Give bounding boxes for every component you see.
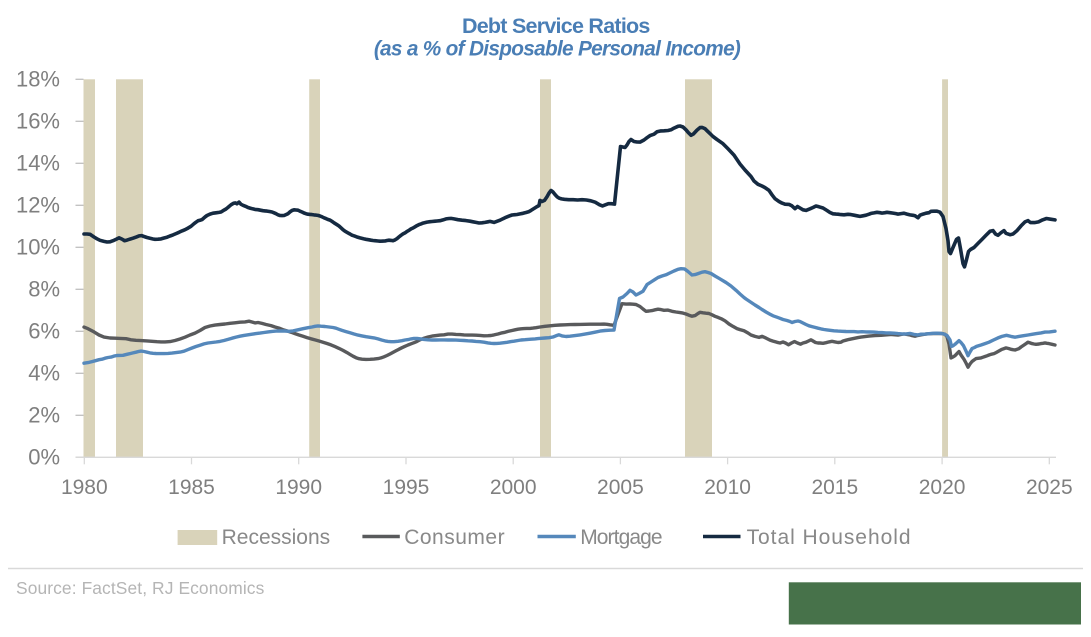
svg-text:6%: 6% (28, 318, 60, 343)
svg-text:Debt Service Ratios: Debt Service Ratios (462, 14, 650, 38)
svg-text:12%: 12% (16, 192, 60, 217)
svg-text:1980: 1980 (61, 476, 108, 499)
svg-text:2000: 2000 (490, 476, 537, 499)
svg-text:2020: 2020 (919, 476, 966, 499)
svg-text:2015: 2015 (811, 476, 858, 499)
svg-text:14%: 14% (16, 150, 60, 175)
svg-text:2025: 2025 (1026, 476, 1073, 499)
svg-text:2010: 2010 (704, 476, 751, 499)
svg-text:Recessions: Recessions (222, 526, 331, 549)
svg-text:2005: 2005 (597, 476, 644, 499)
svg-text:1990: 1990 (275, 476, 322, 499)
svg-text:0%: 0% (28, 444, 60, 469)
svg-text:Source: FactSet, RJ Economics: Source: FactSet, RJ Economics (16, 578, 265, 598)
svg-text:1985: 1985 (168, 476, 215, 499)
svg-text:8%: 8% (28, 276, 60, 301)
svg-text:Consumer: Consumer (404, 526, 505, 549)
svg-text:16%: 16% (16, 108, 60, 133)
svg-text:Mortgage: Mortgage (580, 526, 662, 549)
svg-text:2%: 2% (28, 402, 60, 427)
svg-text:1995: 1995 (383, 476, 430, 499)
svg-text:Total Household: Total Household (747, 526, 912, 549)
svg-text:10%: 10% (16, 234, 60, 259)
svg-text:(as a % of Disposable Personal: (as a % of Disposable Personal Income) (374, 38, 741, 61)
svg-text:4%: 4% (28, 360, 60, 385)
svg-text:18%: 18% (16, 66, 60, 91)
